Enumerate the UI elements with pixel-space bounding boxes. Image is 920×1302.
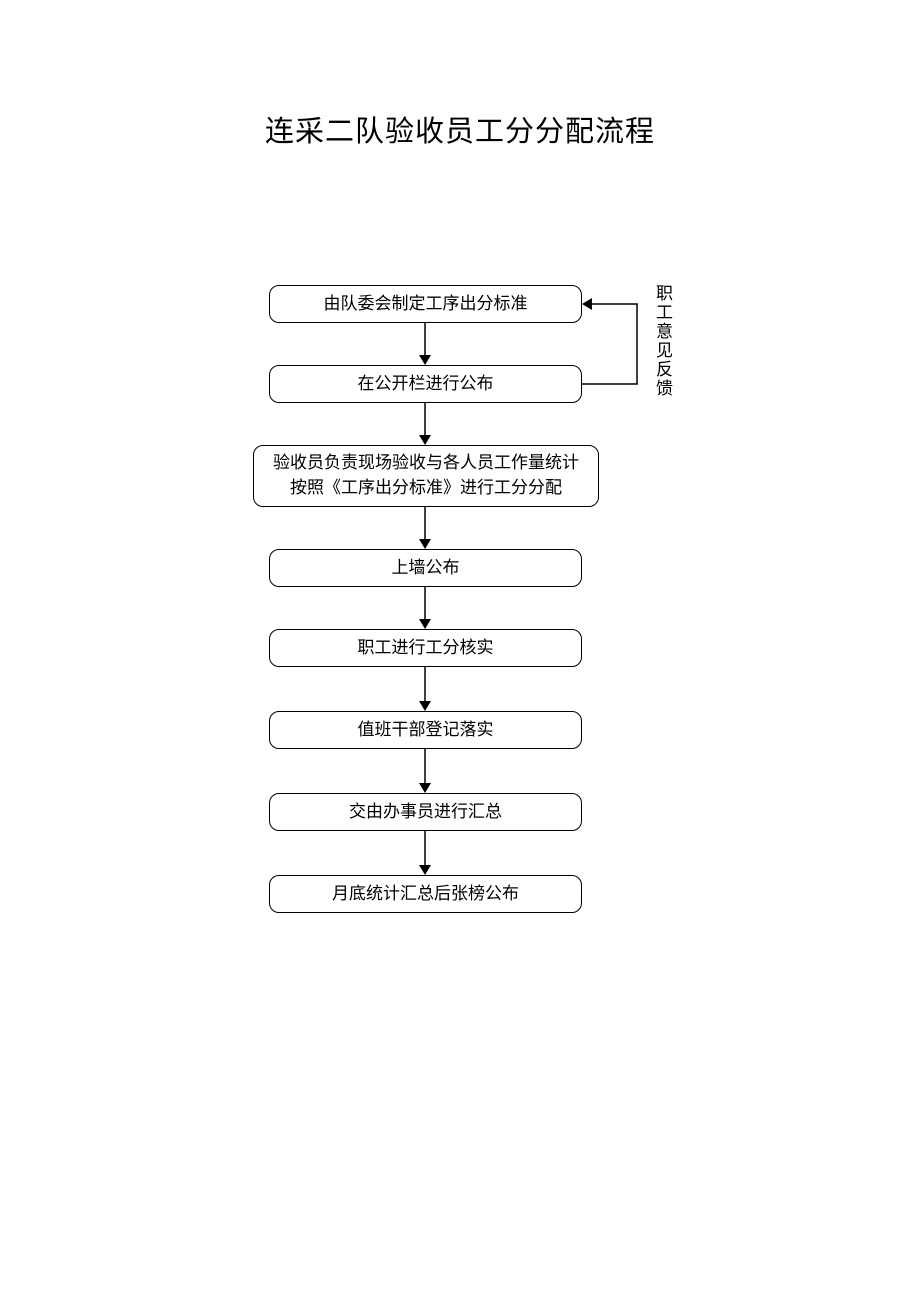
- flow-arrow: [415, 667, 435, 711]
- flow-node: 值班干部登记落实: [269, 711, 582, 749]
- flowchart-container: 由队委会制定工序出分标准在公开栏进行公布验收员负责现场验收与各人员工作量统计 按…: [0, 0, 920, 1302]
- flow-node-label: 在公开栏进行公布: [358, 372, 494, 397]
- flow-node: 月底统计汇总后张榜公布: [269, 875, 582, 913]
- flow-arrow: [415, 831, 435, 875]
- flow-arrow: [415, 587, 435, 629]
- flow-node-label: 验收员负责现场验收与各人员工作量统计 按照《工序出分标准》进行工分分配: [273, 451, 579, 500]
- flow-node-label: 由队委会制定工序出分标准: [324, 292, 528, 317]
- flow-node: 验收员负责现场验收与各人员工作量统计 按照《工序出分标准》进行工分分配: [253, 445, 599, 507]
- flow-node-label: 上墙公布: [392, 556, 460, 581]
- flow-arrow: [415, 403, 435, 445]
- flow-node: 交由办事员进行汇总: [269, 793, 582, 831]
- flow-arrow: [415, 507, 435, 549]
- flow-node: 职工进行工分核实: [269, 629, 582, 667]
- flow-node: 在公开栏进行公布: [269, 365, 582, 403]
- flow-node-label: 交由办事员进行汇总: [349, 800, 502, 825]
- feedback-arrow: [570, 292, 641, 388]
- flow-node: 上墙公布: [269, 549, 582, 587]
- flow-node-label: 值班干部登记落实: [358, 718, 494, 743]
- feedback-label: 职工意见反馈: [650, 284, 675, 398]
- flow-arrow: [415, 749, 435, 793]
- flow-arrow: [415, 323, 435, 365]
- flow-node-label: 月底统计汇总后张榜公布: [332, 882, 519, 907]
- flow-node-label: 职工进行工分核实: [358, 636, 494, 661]
- flow-node: 由队委会制定工序出分标准: [269, 285, 582, 323]
